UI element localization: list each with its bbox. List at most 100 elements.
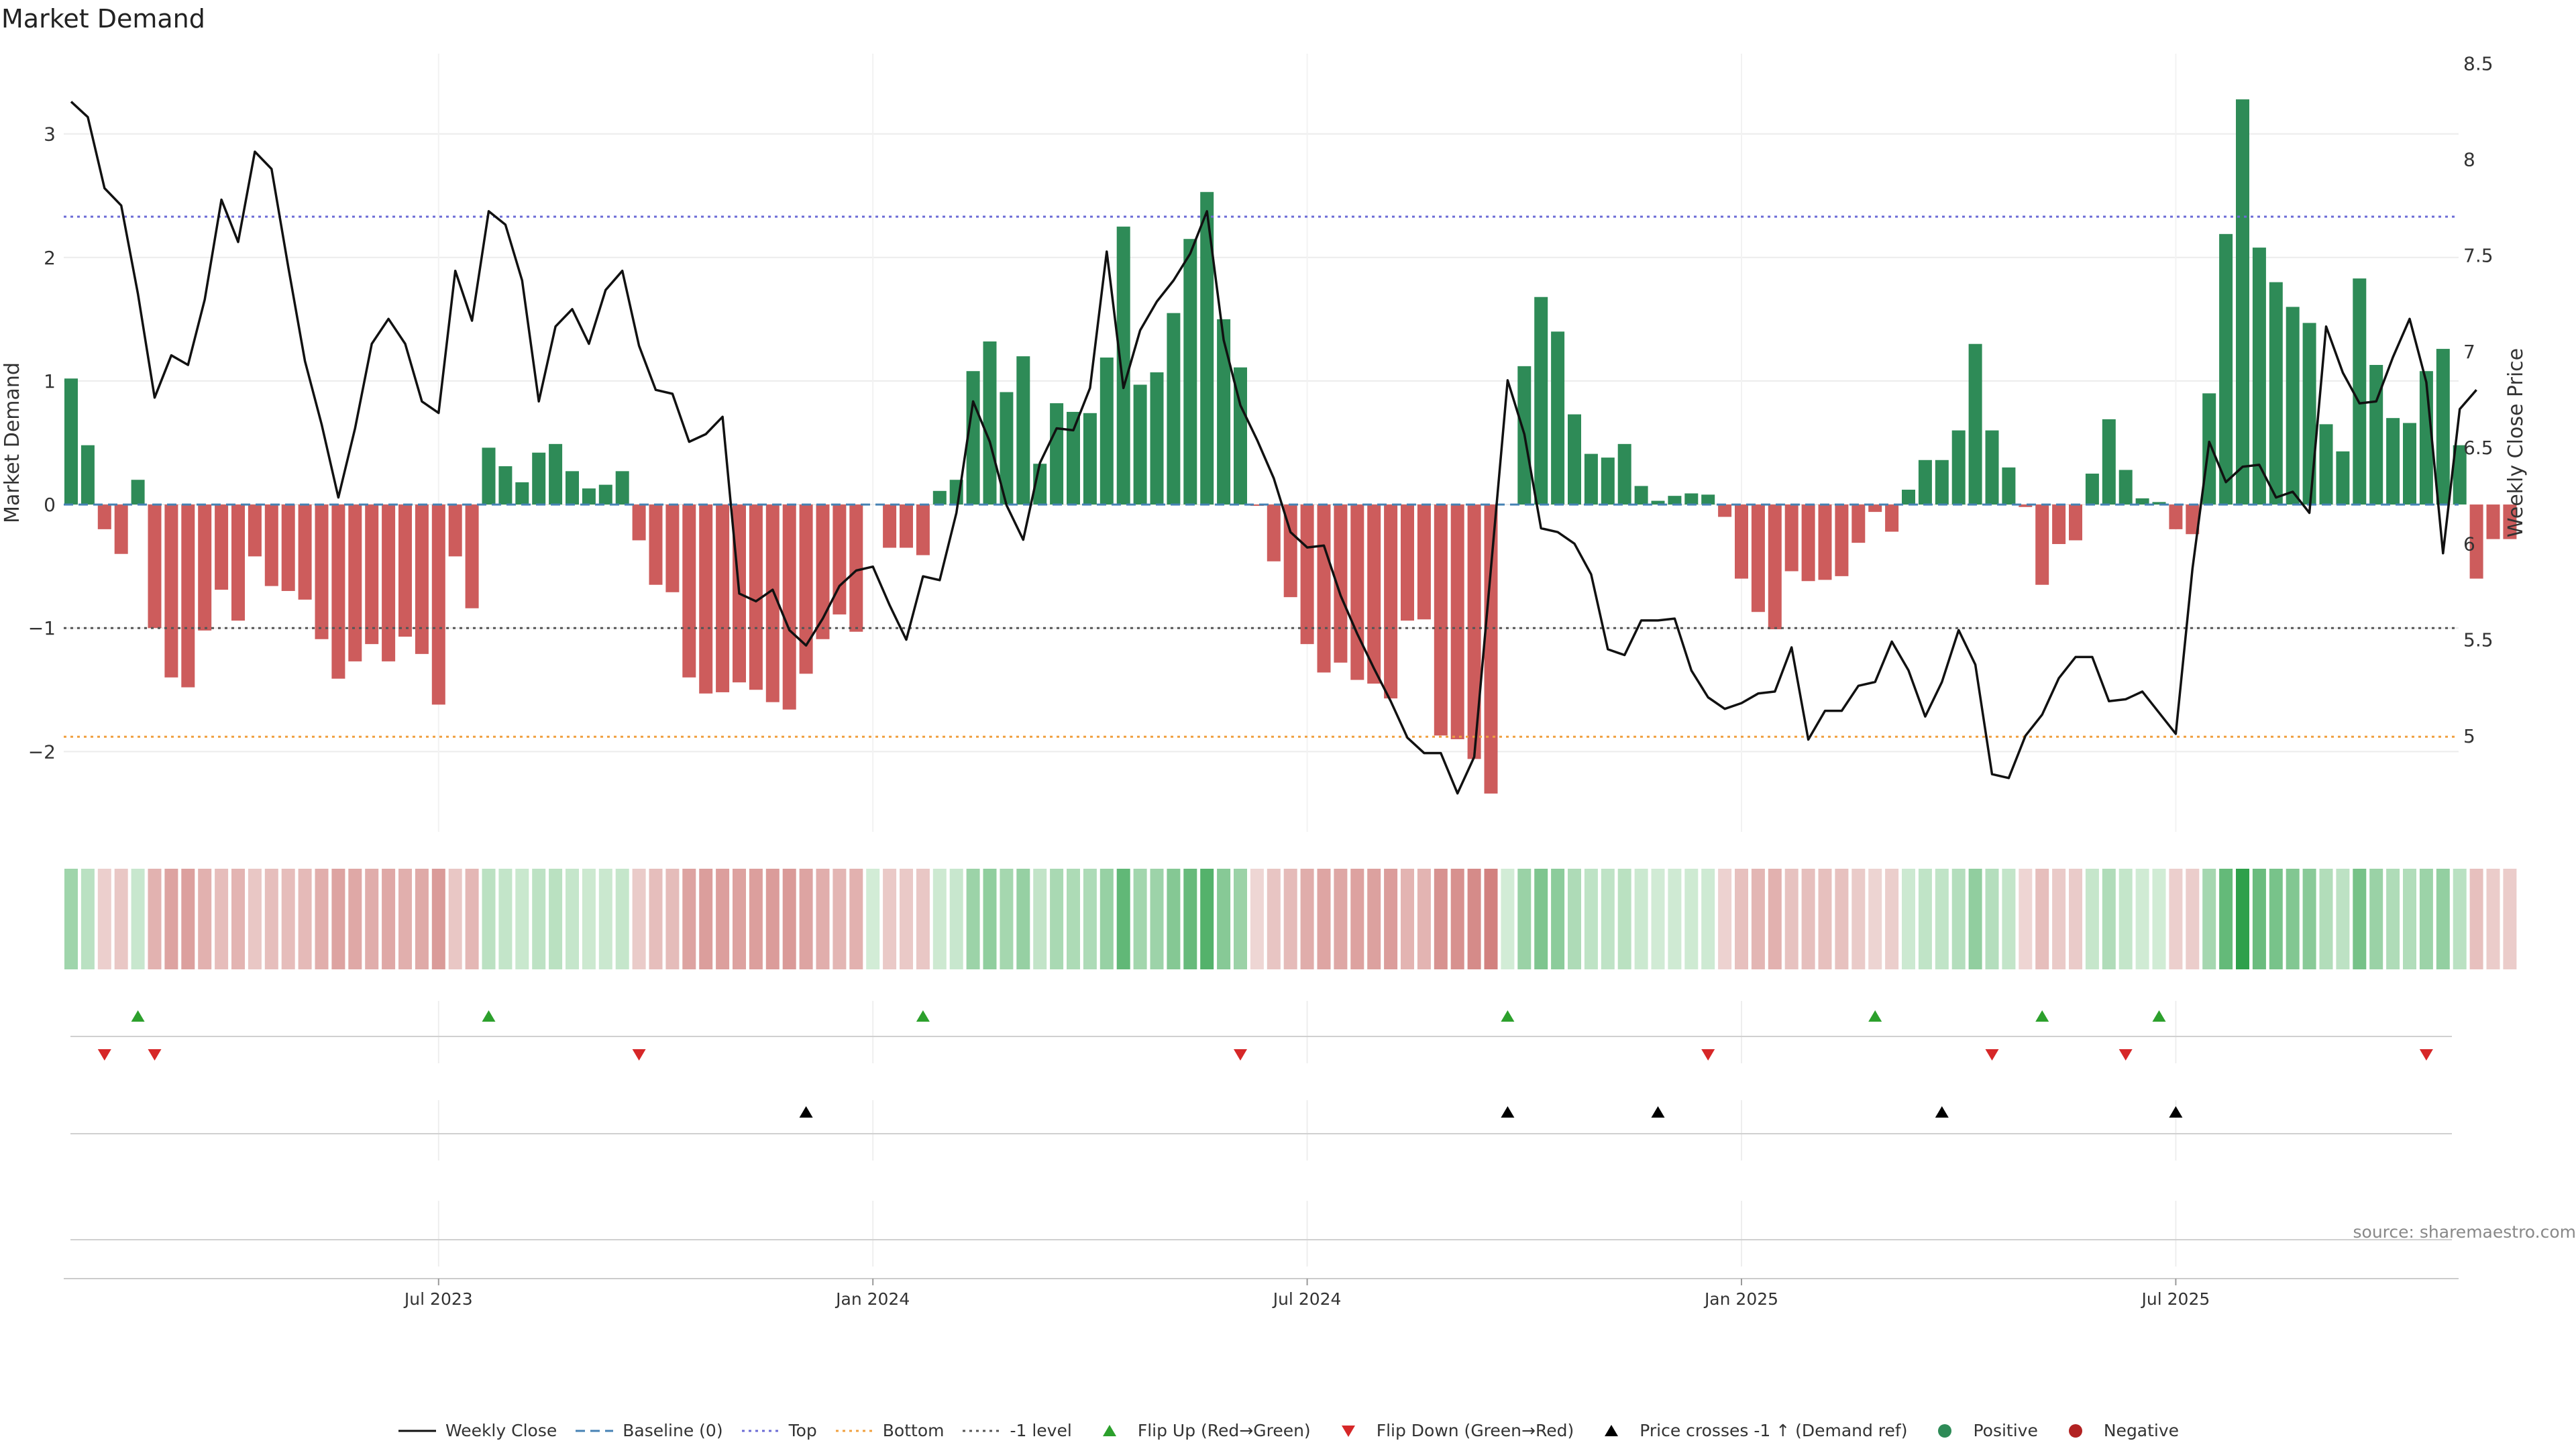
bar-positive (1083, 413, 1097, 505)
bar-positive (1601, 458, 1615, 505)
y-tick-label: −1 (28, 617, 56, 639)
bar-positive (1651, 500, 1665, 505)
chart-legend: Weekly Close Baseline (0) Top Bottom -1 leve… (0, 1421, 2576, 1440)
bar-negative (448, 504, 462, 557)
heat-cell (949, 869, 963, 969)
bar-positive (1568, 414, 1581, 505)
y-tick-label: 0 (44, 494, 56, 516)
bar-positive (2403, 423, 2416, 505)
bar-positive (2269, 282, 2283, 505)
heat-cell (1033, 869, 1047, 969)
bar-negative (331, 504, 345, 679)
heat-cell (1083, 869, 1097, 969)
legend-symbol-tri-down (1341, 1425, 1355, 1437)
bar-negative (465, 504, 479, 608)
heat-cell (2286, 869, 2300, 969)
heat-cell (615, 869, 629, 969)
heat-cell (1501, 869, 1515, 969)
bar-negative (716, 504, 730, 692)
heat-cell (1617, 869, 1631, 969)
bar-positive (498, 466, 513, 505)
legend-item-top: Top (741, 1421, 817, 1440)
bar-positive (2286, 307, 2300, 505)
bar-positive (2353, 278, 2367, 505)
heat-cell (2386, 869, 2400, 969)
heat-cell (64, 869, 78, 969)
heat-cell (1818, 869, 1832, 969)
bar-positive (80, 445, 95, 505)
bar-negative (833, 504, 847, 614)
heat-cell (1167, 869, 1181, 969)
heat-cell (198, 869, 212, 969)
heat-cell (1150, 869, 1164, 969)
heat-cell (131, 869, 145, 969)
heat-cell (1016, 869, 1030, 969)
heat-cell (2219, 869, 2233, 969)
legend-label: Weekly Close (445, 1421, 557, 1440)
heat-cell (749, 869, 763, 969)
bar-positive (1951, 430, 1966, 505)
legend-label: -1 level (1010, 1421, 1072, 1440)
bar-positive (1935, 460, 1949, 505)
bar-negative (699, 504, 713, 694)
bar-positive (1050, 403, 1064, 505)
legend-symbol-dotted (835, 1430, 873, 1432)
heat-cell (482, 869, 496, 969)
bar-positive (566, 471, 579, 505)
source-label: source: sharemaestro.com (2353, 1222, 2576, 1242)
heat-cell (566, 869, 579, 969)
heat-cell (782, 869, 796, 969)
heat-cell (1283, 869, 1297, 969)
bar-negative (398, 504, 412, 637)
heat-cell (1751, 869, 1765, 969)
heat-cell (649, 869, 663, 969)
heat-cell (2336, 869, 2350, 969)
bar-positive (1099, 357, 1114, 505)
heat-cell (448, 869, 462, 969)
bar-positive (1200, 192, 1214, 505)
flip-up-marker (2152, 1010, 2166, 1022)
bar-negative (431, 504, 445, 705)
heat-cell (148, 869, 162, 969)
heat-cell (849, 869, 863, 969)
bar-positive (2152, 502, 2166, 505)
heat-cell (97, 869, 111, 969)
legend-label: Flip Down (Green→Red) (1376, 1421, 1574, 1440)
heat-cell (365, 869, 379, 969)
heat-cell (1868, 869, 1882, 969)
flip-up-marker (482, 1010, 496, 1022)
bar-negative (2469, 504, 2483, 579)
bar-positive (1968, 343, 1982, 505)
heat-cell (632, 869, 646, 969)
bar-positive (1133, 384, 1147, 505)
bar-negative (2486, 504, 2500, 539)
price-cross-marker (2169, 1106, 2183, 1118)
flip-down-marker (2118, 1049, 2133, 1061)
heat-cell (682, 869, 696, 969)
bar-positive (983, 341, 997, 505)
bar-negative (1868, 504, 1882, 513)
bar-negative (1751, 504, 1765, 612)
legend-label: Price crosses -1 ↑ (Demand ref) (1640, 1421, 1908, 1440)
heat-cell (665, 869, 680, 969)
y2-tick-label: 7.5 (2463, 245, 2493, 267)
bar-positive (615, 471, 629, 505)
heat-cell (1985, 869, 1999, 969)
heat-cell (549, 869, 563, 969)
y2-tick-label: 8.5 (2463, 52, 2493, 74)
y2-tick-label: 5 (2463, 725, 2475, 747)
bar-positive (1918, 460, 1932, 505)
legend-label: Negative (2103, 1421, 2180, 1440)
heat-cell (1784, 869, 1799, 969)
bar-positive (1167, 313, 1181, 505)
heat-cell (1300, 869, 1314, 969)
heat-cell (1217, 869, 1231, 969)
bar-positive (2102, 419, 2116, 505)
bar-negative (281, 504, 295, 591)
bar-negative (97, 504, 111, 529)
heat-cell (2353, 869, 2367, 969)
heat-cell (80, 869, 95, 969)
bar-negative (248, 504, 262, 557)
y2-tick-label: 6.5 (2463, 437, 2493, 459)
bar-negative (1450, 504, 1464, 739)
